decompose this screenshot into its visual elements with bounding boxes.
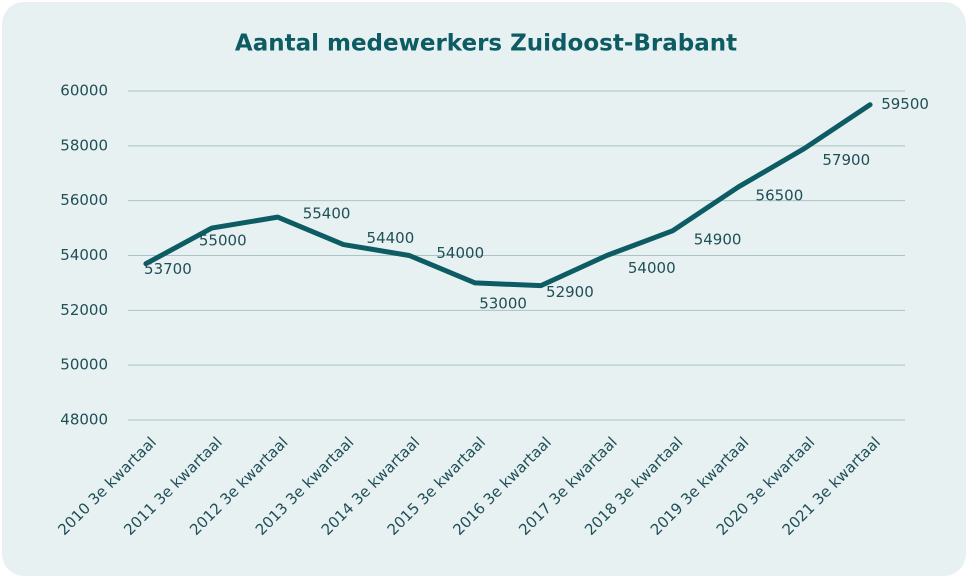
- data-label: 56500: [756, 186, 804, 204]
- data-label: 54000: [436, 244, 484, 262]
- y-tick-label: 58000: [60, 136, 108, 154]
- data-label: 55400: [303, 205, 351, 223]
- data-label: 55000: [199, 232, 247, 250]
- data-label: 52900: [546, 283, 594, 301]
- data-label: 53700: [144, 260, 192, 278]
- data-label: 54400: [367, 229, 415, 247]
- y-tick-label: 50000: [60, 356, 108, 374]
- y-tick-label: 56000: [60, 191, 108, 209]
- y-tick-label: 54000: [60, 246, 108, 264]
- y-tick-label: 52000: [60, 301, 108, 319]
- data-label: 54900: [694, 230, 742, 248]
- y-tick-label: 60000: [60, 82, 108, 100]
- data-label: 54000: [628, 259, 676, 277]
- chart-title: Aantal medewerkers Zuidoost-Brabant: [235, 31, 737, 57]
- data-label: 57900: [822, 151, 870, 169]
- data-line: [143, 102, 873, 289]
- y-tick-label: 48000: [60, 411, 108, 429]
- data-label: 53000: [479, 294, 527, 312]
- data-label: 59500: [881, 95, 929, 113]
